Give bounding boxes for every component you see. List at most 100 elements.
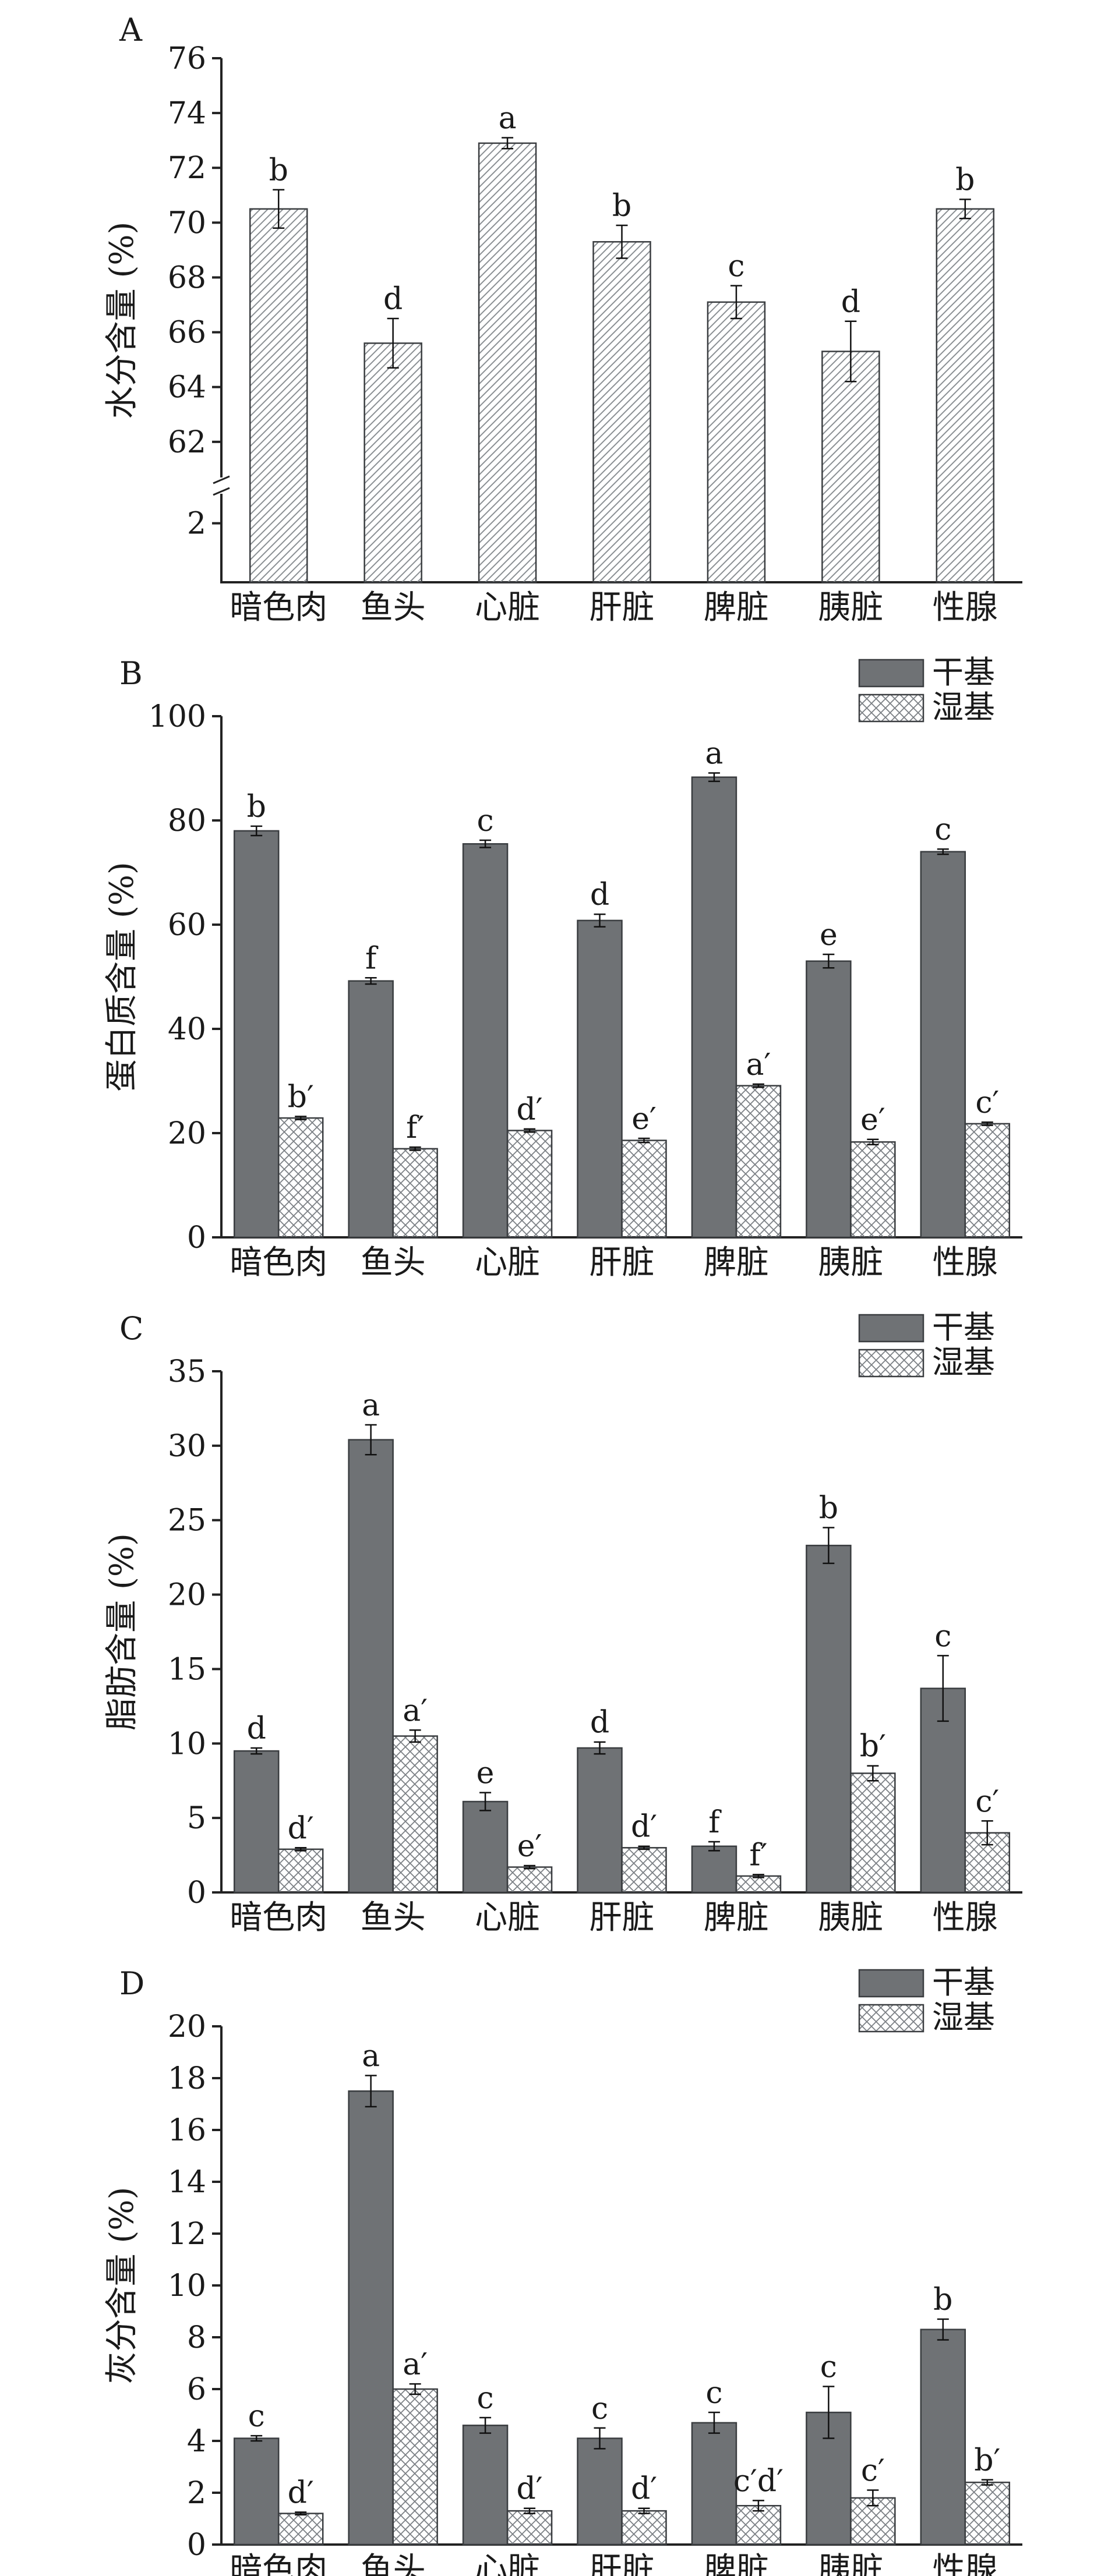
x-tick-label: 肝脏 [590,2551,655,2576]
bar-series0-cat4 [691,1845,737,1894]
x-tick-label: 暗色肉 [230,2551,327,2576]
significance-letter: c [477,804,494,838]
x-tick-label: 脾脏 [704,1244,769,1282]
bar-series0-cat0 [233,1750,280,1894]
significance-letter: b′ [974,2443,1000,2478]
significance-letter: c [934,812,951,847]
y-tick-label: 0 [187,1876,206,1910]
legend-swatch [858,1969,924,1998]
panel-label: D [119,1965,144,2002]
y-tick-label: 18 [168,2061,206,2096]
bar-series0-cat2 [462,1800,509,1894]
panel-label: B [119,655,143,692]
y-tick-label: 0 [187,2528,206,2563]
x-tick-label: 心脏 [475,589,540,627]
significance-letter: d [841,285,860,320]
legend-swatch [858,1314,924,1343]
y-tick-label: 76 [168,41,206,76]
significance-letter: f [365,941,379,976]
y-tick-label: 14 [168,2165,206,2200]
significance-letter: d′ [288,1811,314,1846]
significance-letter: e′ [517,1829,542,1864]
bar-series0-cat3 [577,1747,623,1894]
significance-letter: c′ [861,2454,885,2489]
bar-series0-cat5 [806,960,852,1239]
legend-swatch [858,659,924,688]
x-tick-label: 肝脏 [590,589,655,627]
y-tick-label: 66 [168,316,206,351]
x-tick-label: 心脏 [475,2551,540,2576]
x-tick-label: 性腺 [933,1244,998,1282]
chart-panel-a: A 2 62 64 66 68 70 72 74 76 水分含量 (%) 暗色肉 b 鱼头 d 心脏 a 肝脏 b 脾… [103,12,1022,627]
significance-letter: b [933,2283,952,2317]
y-tick-label: 72 [168,151,206,186]
significance-letter: c [728,249,744,284]
x-tick-label: 暗色肉 [230,589,327,627]
bar-series1-cat4 [735,1875,782,1894]
bar-series0-cat3 [577,2437,623,2546]
x-tick-label: 脾脏 [704,2551,769,2576]
bar-series0-cat6 [920,2329,966,2546]
y-tick-label: 64 [168,370,206,405]
y-axis-title: 蛋白质含量 (%) [103,862,141,1092]
bar-series0-cat1 [348,1439,394,1894]
y-tick-label: 40 [168,1012,206,1047]
y-tick-label: 68 [168,260,206,295]
significance-letter: d [590,1705,609,1740]
bar-series1-cat3 [621,1847,667,1894]
bar-series1-cat0 [277,1848,324,1894]
legend-swatch [858,693,924,723]
significance-letter: c [591,2391,608,2426]
significance-letter: b [247,790,266,825]
x-tick-label: 鱼头 [361,2551,426,2576]
legend-label: 干基 [932,1964,995,2001]
significance-letter: d′ [631,1810,657,1845]
x-tick-label: 暗色肉 [230,1899,327,1937]
legend-label: 干基 [932,654,995,691]
x-tick-label: 肝脏 [590,1899,655,1937]
y-tick-label: 8 [187,2320,206,2355]
bar-series0-cat4 [691,776,737,1239]
x-tick-label: 鱼头 [361,1244,426,1282]
x-tick-label: 心脏 [475,1244,540,1282]
bar-series0-cat5 [806,1544,852,1894]
bar-cat4 [707,301,766,583]
significance-letter: d′ [517,1092,543,1127]
x-tick-label: 鱼头 [361,1899,426,1937]
bar-series0-cat1 [348,980,394,1239]
x-tick-label: 性腺 [933,2551,998,2576]
y-tick-label: 62 [168,425,206,460]
significance-letter: c′ [975,1784,999,1819]
chart-panel-b: B 0 20 40 60 80 100 蛋白质含量 (%) 暗色肉 b b′ 鱼头 f f′ 心脏 c d′ 肝脏… [103,654,1022,1282]
y-tick-label: 20 [168,1578,206,1613]
significance-letter: c [248,2399,265,2434]
significance-letter: a′ [746,1048,771,1082]
significance-letter: f′ [749,1838,767,1873]
x-tick-label: 胰脏 [818,589,883,627]
significance-letter: e [820,918,838,953]
legend-label: 干基 [932,1309,995,1346]
significance-letter: e′ [631,1102,657,1137]
significance-letter: d [590,877,609,912]
significance-letter: e′ [860,1103,885,1138]
bar-series0-cat0 [233,2437,280,2546]
y-tick-label: 20 [168,1116,206,1151]
significance-letter: c′ [975,1085,999,1120]
bar-series1-cat1 [392,1735,438,1894]
y-tick-label: 70 [168,206,206,240]
significance-letter: a′ [403,2347,428,2382]
y-tick-label: 25 [168,1503,206,1538]
x-tick-label: 心脏 [475,1899,540,1937]
y-tick-label: 2 [187,507,206,542]
x-tick-label: 肝脏 [590,1244,655,1282]
bar-series1-cat2 [506,2510,553,2546]
significance-letter: a [362,1388,380,1423]
bar-series0-cat3 [577,919,623,1239]
x-tick-label: 胰脏 [818,1899,883,1937]
bar-series1-cat6 [964,2481,1011,2546]
y-tick-label: 80 [168,804,206,838]
y-axis-title: 水分含量 (%) [103,222,141,419]
y-tick-label: 15 [168,1652,206,1687]
significance-letter: a [499,101,517,136]
x-tick-label: 胰脏 [818,2551,883,2576]
